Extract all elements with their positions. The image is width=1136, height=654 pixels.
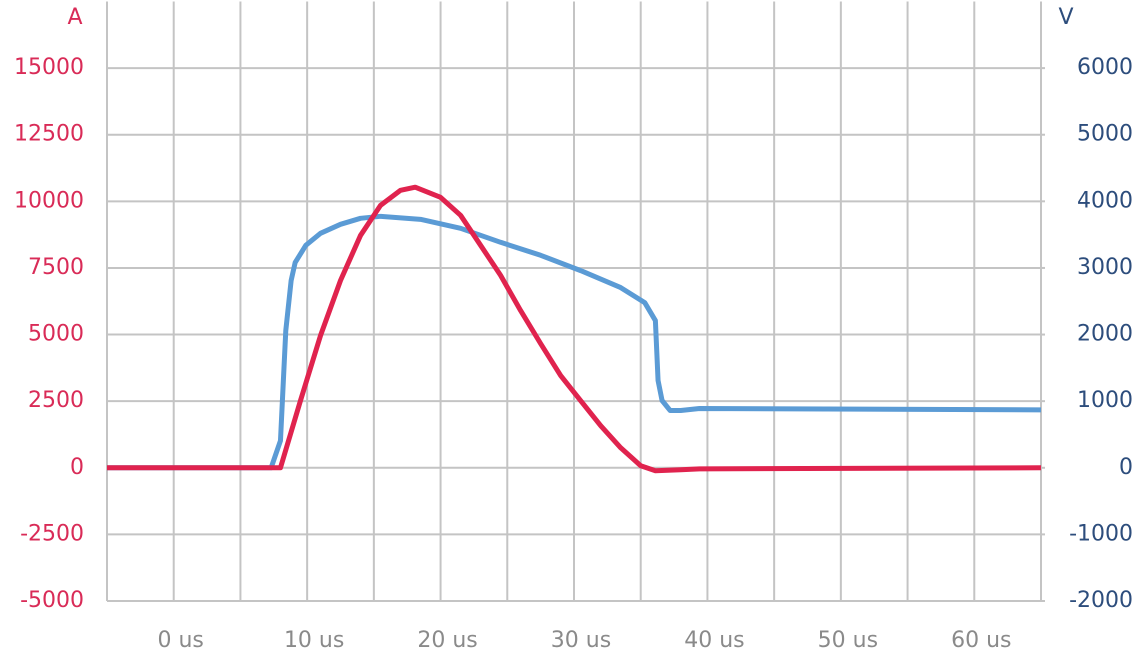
y2-tick-label: -2000 <box>1069 588 1133 613</box>
x-tick-label: 0 us <box>158 628 204 653</box>
x-tick-label: 40 us <box>684 628 744 653</box>
x-tick-label: 50 us <box>818 628 878 653</box>
y-axis-label: A <box>67 5 82 30</box>
y2-tick-label: 3000 <box>1077 255 1133 280</box>
series-line <box>107 184 1042 474</box>
y-tick-label: 5000 <box>28 322 84 347</box>
y2-tick-label: 6000 <box>1077 55 1133 80</box>
y2-tick-label: 5000 <box>1077 122 1133 147</box>
y2-tick-label: -1000 <box>1069 521 1133 546</box>
x-tick-label: 60 us <box>951 628 1011 653</box>
y2-axis-label: V <box>1058 5 1073 30</box>
y-tick-label: 15000 <box>14 55 84 80</box>
series-line <box>107 213 1042 471</box>
y2-tick-label: 0 <box>1119 455 1133 480</box>
y-tick-label: 12500 <box>14 122 84 147</box>
y2-tick-label: 4000 <box>1077 188 1133 213</box>
y2-tick-label: 1000 <box>1077 388 1133 413</box>
y-tick-label: 0 <box>70 455 84 480</box>
x-tick-label: 20 us <box>417 628 477 653</box>
y-tick-label: 2500 <box>28 388 84 413</box>
y-tick-label: 10000 <box>14 188 84 213</box>
y-tick-label: -5000 <box>20 588 84 613</box>
x-tick-label: 30 us <box>551 628 611 653</box>
x-tick-label: 10 us <box>284 628 344 653</box>
y-tick-label: -2500 <box>20 521 84 546</box>
y2-tick-label: 2000 <box>1077 322 1133 347</box>
y-tick-label: 7500 <box>28 255 84 280</box>
